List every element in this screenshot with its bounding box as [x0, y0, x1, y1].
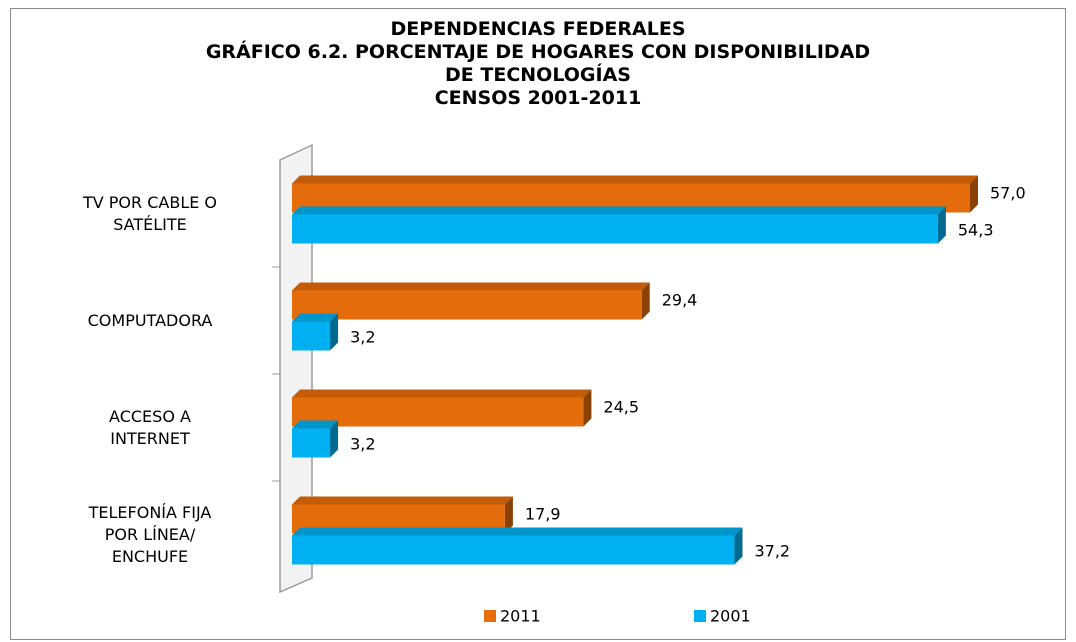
bar-side: [504, 496, 513, 534]
y-tick-label: TELEFONÍA FIJA POR LÍNEA/ ENCHUFE: [88, 502, 212, 566]
data-label: 17,9: [525, 505, 561, 524]
bar: [292, 290, 642, 320]
bar: [292, 428, 331, 458]
bar: [292, 214, 938, 244]
data-label: 37,2: [754, 542, 790, 561]
y-tick-label: TV POR CABLE O SATÉLITE: [82, 192, 218, 234]
bar-side: [330, 420, 339, 458]
bar-top: [292, 206, 946, 215]
bar-top: [292, 282, 650, 291]
bar: [292, 397, 584, 427]
legend-label: 2011: [500, 607, 541, 626]
y-tick-label: COMPUTADORA: [87, 310, 213, 330]
data-label: 29,4: [662, 291, 698, 310]
legend-swatch: [484, 610, 496, 622]
bar-top: [292, 420, 339, 429]
bar-top: [292, 389, 592, 398]
data-label: 57,0: [990, 184, 1026, 203]
bar-side: [734, 527, 743, 565]
legend-label: 2001: [710, 607, 751, 626]
bar-side: [937, 206, 946, 244]
data-label: 3,2: [350, 435, 375, 454]
bar-side: [583, 389, 592, 427]
bar-top: [292, 527, 743, 536]
chart-title: DEPENDENCIAS FEDERALES GRÁFICO 6.2. PORC…: [205, 18, 871, 109]
bar: [292, 535, 735, 565]
legend-swatch: [694, 610, 706, 622]
bar-top: [292, 496, 513, 505]
data-label: 24,5: [603, 398, 639, 417]
data-label: 3,2: [350, 328, 375, 347]
bar-top: [292, 313, 339, 322]
bar-side: [970, 175, 978, 213]
wall: [279, 143, 313, 594]
bar-side: [330, 313, 339, 351]
bar: [292, 321, 331, 351]
data-label: 54,3: [958, 221, 994, 240]
y-tick-label: ACCESO A INTERNET: [109, 406, 191, 448]
bar-top: [292, 175, 978, 184]
bar-side: [641, 282, 650, 320]
